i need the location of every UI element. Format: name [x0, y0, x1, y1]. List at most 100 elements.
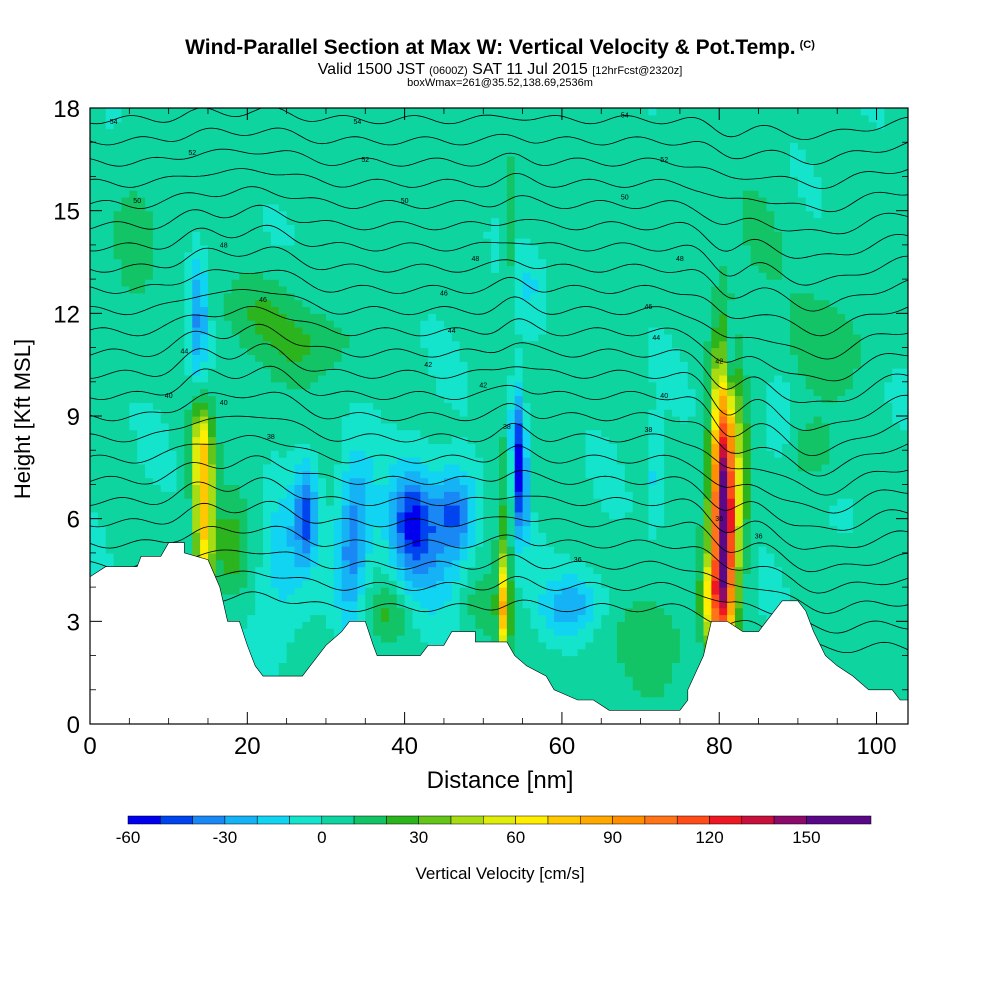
- heatmap-cell: [349, 217, 359, 225]
- heatmap-cell: [200, 313, 209, 321]
- heatmap-cell: [467, 498, 477, 506]
- heatmap-cell: [239, 422, 248, 431]
- heatmap-cell: [286, 525, 296, 533]
- heatmap-cell: [420, 142, 429, 150]
- heatmap-cell: [341, 169, 351, 178]
- heatmap-cell: [333, 504, 343, 513]
- heatmap-cell: [499, 183, 508, 191]
- heatmap-cell: [137, 450, 146, 458]
- heatmap-cell: [255, 361, 264, 369]
- heatmap-cell: [467, 121, 477, 130]
- heatmap-cell: [428, 258, 437, 267]
- heatmap-cell: [365, 299, 374, 308]
- heatmap-cell: [467, 333, 477, 342]
- heatmap-cell: [325, 484, 335, 492]
- heatmap-cell: [215, 203, 225, 212]
- heatmap-cell: [223, 299, 233, 308]
- heatmap-cell: [231, 162, 241, 171]
- heatmap-cell: [121, 525, 130, 533]
- heatmap-cell: [341, 457, 351, 465]
- heatmap-cell: [443, 306, 453, 314]
- heatmap-cell: [302, 258, 311, 267]
- heatmap-cell: [129, 162, 138, 171]
- heatmap-cell: [160, 258, 170, 267]
- heatmap-cell: [404, 327, 414, 335]
- heatmap-cell: [129, 320, 138, 328]
- heatmap-cell: [388, 470, 398, 479]
- heatmap-cell: [270, 402, 280, 410]
- heatmap-cell: [223, 429, 233, 438]
- heatmap-cell: [404, 470, 414, 479]
- heatmap-cell: [459, 183, 469, 191]
- heatmap-cell: [514, 518, 524, 527]
- heatmap-cell: [310, 361, 319, 369]
- heatmap-cell: [270, 203, 280, 212]
- heatmap-cell: [113, 272, 123, 280]
- heatmap-cell: [436, 457, 445, 465]
- heatmap-cell: [121, 320, 130, 328]
- heatmap-cell: [381, 628, 390, 636]
- heatmap-cell: [365, 532, 374, 540]
- heatmap-cell: [396, 340, 406, 349]
- heatmap-cell: [318, 402, 327, 410]
- heatmap-cell: [388, 573, 398, 581]
- heatmap-cell: [231, 347, 241, 355]
- heatmap-cell: [105, 429, 115, 438]
- heatmap-cell: [255, 210, 264, 219]
- heatmap-cell: [263, 587, 272, 595]
- heatmap-cell: [459, 333, 469, 342]
- heatmap-cell: [223, 402, 233, 410]
- heatmap-cell: [200, 196, 209, 205]
- heatmap-cell: [105, 142, 115, 150]
- heatmap-cell: [160, 190, 170, 198]
- heatmap-cell: [184, 142, 193, 150]
- heatmap-cell: [160, 354, 170, 362]
- heatmap-cell: [255, 546, 264, 554]
- heatmap-cell: [396, 285, 406, 294]
- heatmap-cell: [341, 518, 351, 527]
- heatmap-cell: [491, 265, 500, 273]
- heatmap-cell: [270, 422, 280, 431]
- heatmap-cell: [294, 395, 303, 403]
- heatmap-cell: [310, 484, 319, 492]
- heatmap-cell: [357, 121, 366, 130]
- heatmap-cell: [428, 217, 437, 225]
- heatmap-cell: [239, 374, 248, 383]
- heatmap-cell: [310, 121, 319, 130]
- heatmap-cell: [278, 621, 288, 629]
- heatmap-cell: [428, 162, 437, 171]
- heatmap-cell: [192, 457, 201, 465]
- heatmap-cell: [443, 600, 453, 609]
- heatmap-cell: [286, 121, 296, 130]
- heatmap-cell: [286, 580, 296, 588]
- heatmap-cell: [192, 265, 201, 273]
- heatmap-cell: [499, 292, 508, 301]
- heatmap-cell: [137, 108, 146, 116]
- heatmap-cell: [491, 142, 500, 150]
- heatmap-cell: [333, 450, 343, 458]
- heatmap-cell: [428, 210, 437, 219]
- heatmap-cell: [333, 484, 343, 492]
- heatmap-cell: [207, 203, 217, 212]
- heatmap-cell: [255, 628, 264, 636]
- heatmap-cell: [247, 470, 256, 479]
- heatmap-cell: [129, 395, 138, 403]
- heatmap-cell: [270, 333, 280, 342]
- heatmap-cell: [491, 169, 500, 178]
- heatmap-cell: [145, 265, 154, 273]
- heatmap-cell: [294, 155, 303, 164]
- heatmap-cell: [357, 142, 366, 150]
- heatmap-cell: [215, 491, 225, 499]
- heatmap-cell: [412, 374, 421, 383]
- heatmap-cell: [341, 299, 351, 308]
- heatmap-cell: [499, 457, 508, 465]
- heatmap-cell: [475, 135, 484, 143]
- heatmap-cell: [200, 546, 209, 554]
- heatmap-cell: [396, 196, 406, 205]
- heatmap-cell: [207, 238, 217, 246]
- heatmap-cell: [436, 621, 445, 629]
- heatmap-cell: [357, 183, 366, 191]
- heatmap-cell: [160, 518, 170, 527]
- heatmap-cell: [459, 491, 469, 499]
- heatmap-cell: [506, 402, 516, 410]
